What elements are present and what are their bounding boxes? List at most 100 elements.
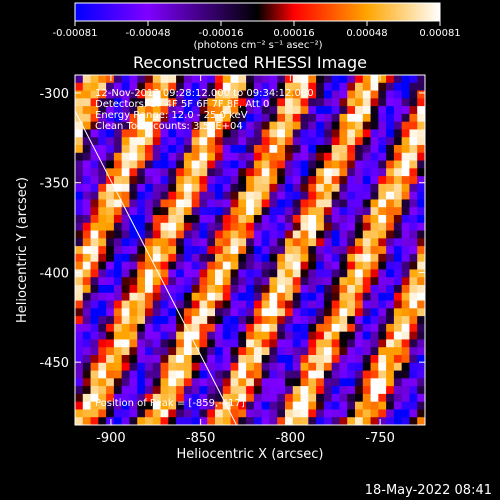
heatmap-cell — [261, 292, 271, 302]
heatmap-cell — [417, 331, 425, 341]
heatmap-cell — [98, 370, 107, 379]
heatmap-cell — [222, 168, 232, 177]
heatmap-cell — [316, 222, 325, 232]
heatmap-cell — [331, 246, 341, 255]
heatmap-cell — [222, 409, 232, 418]
heatmap-cell — [323, 355, 333, 364]
heatmap-cell — [277, 401, 286, 411]
heatmap-cell — [285, 160, 294, 169]
heatmap-cell — [191, 238, 201, 247]
heatmap-cell — [137, 347, 146, 356]
heatmap-cell — [362, 355, 372, 364]
heatmap-cell — [331, 152, 341, 162]
heatmap-cell — [191, 106, 201, 115]
heatmap-cell — [409, 347, 418, 356]
heatmap-cell — [82, 199, 92, 208]
heatmap-cell — [207, 207, 216, 216]
heatmap-cell — [230, 222, 239, 232]
heatmap-cell — [401, 238, 411, 247]
heatmap-cell — [98, 215, 107, 224]
heatmap-cell — [253, 121, 263, 131]
heatmap-cell — [409, 82, 418, 92]
heatmap-cell — [292, 339, 302, 348]
y-tick-label: -400 — [39, 266, 69, 281]
heatmap-cell — [393, 285, 403, 294]
heatmap-cell — [168, 160, 177, 169]
heatmap-cell — [323, 370, 333, 379]
heatmap-cell — [160, 347, 169, 356]
heatmap-cell — [378, 409, 387, 418]
heatmap-cell — [300, 323, 309, 333]
heatmap-cell — [121, 261, 131, 271]
heatmap-cell — [331, 238, 341, 247]
heatmap-cell — [339, 300, 348, 309]
heatmap-cell — [409, 207, 418, 216]
annotation-counts: Clean Total counts: 3.54E+04 — [95, 121, 243, 132]
heatmap-cell — [323, 393, 333, 403]
heatmap-cell — [113, 129, 123, 138]
heatmap-cell — [168, 292, 177, 302]
heatmap-cell — [285, 106, 294, 115]
heatmap-cell — [386, 386, 395, 395]
heatmap-cell — [160, 246, 169, 255]
heatmap-cell — [246, 191, 255, 201]
heatmap-cell — [129, 207, 138, 216]
heatmap-cell — [246, 90, 255, 99]
heatmap-cell — [401, 292, 411, 302]
heatmap-cell — [378, 355, 387, 364]
heatmap-cell — [82, 261, 92, 271]
heatmap-cell — [386, 238, 395, 247]
heatmap-cell — [199, 121, 208, 131]
heatmap-cell — [176, 215, 185, 224]
heatmap-cell — [75, 253, 84, 263]
heatmap-cell — [199, 207, 208, 216]
heatmap-cell — [145, 323, 154, 333]
heatmap-cell — [90, 121, 99, 131]
heatmap-cell — [106, 199, 115, 208]
heatmap-cell — [355, 323, 364, 333]
heatmap-cell — [90, 168, 99, 177]
heatmap-cell — [253, 238, 263, 247]
heatmap-cell — [316, 409, 325, 418]
heatmap-cell — [292, 113, 302, 123]
heatmap-cell — [129, 261, 138, 271]
heatmap-cell — [191, 339, 201, 348]
heatmap-cell — [393, 417, 403, 425]
heatmap-cell — [308, 417, 317, 425]
heatmap-cell — [145, 145, 154, 154]
heatmap-cell — [261, 300, 271, 309]
heatmap-cell — [152, 199, 162, 208]
heatmap-cell — [285, 222, 294, 232]
heatmap-cell — [347, 386, 356, 395]
heatmap-cell — [378, 253, 387, 263]
heatmap-cell — [176, 393, 185, 403]
heatmap-cell — [160, 261, 169, 271]
heatmap-cell — [199, 323, 208, 333]
heatmap-cell — [160, 160, 169, 169]
annotation-detectors: Detectors: 3F 4F 5F 6F 7F 8F, Att 0 — [95, 99, 269, 110]
heatmap-cell — [285, 370, 294, 379]
heatmap-cell — [121, 355, 131, 364]
heatmap-cell — [215, 82, 224, 92]
heatmap-cell — [362, 145, 372, 154]
heatmap-cell — [199, 292, 208, 302]
heatmap-cell — [82, 253, 92, 263]
heatmap-cell — [261, 362, 271, 372]
heatmap-cell — [378, 75, 387, 84]
heatmap-cell — [292, 106, 302, 115]
heatmap-cell — [355, 253, 364, 263]
heatmap-cell — [230, 160, 239, 169]
heatmap-cell — [145, 417, 154, 425]
heatmap-cell — [199, 261, 208, 271]
heatmap-cell — [355, 207, 364, 216]
heatmap-cell — [160, 121, 169, 131]
heatmap-cell — [106, 331, 115, 341]
heatmap-cell — [215, 362, 224, 372]
heatmap-cell — [137, 285, 146, 294]
heatmap-cell — [145, 207, 154, 216]
heatmap-cell — [347, 331, 356, 341]
heatmap-cell — [246, 308, 255, 317]
heatmap-cell — [168, 300, 177, 309]
heatmap-cell — [183, 129, 193, 138]
heatmap-cell — [355, 277, 364, 286]
